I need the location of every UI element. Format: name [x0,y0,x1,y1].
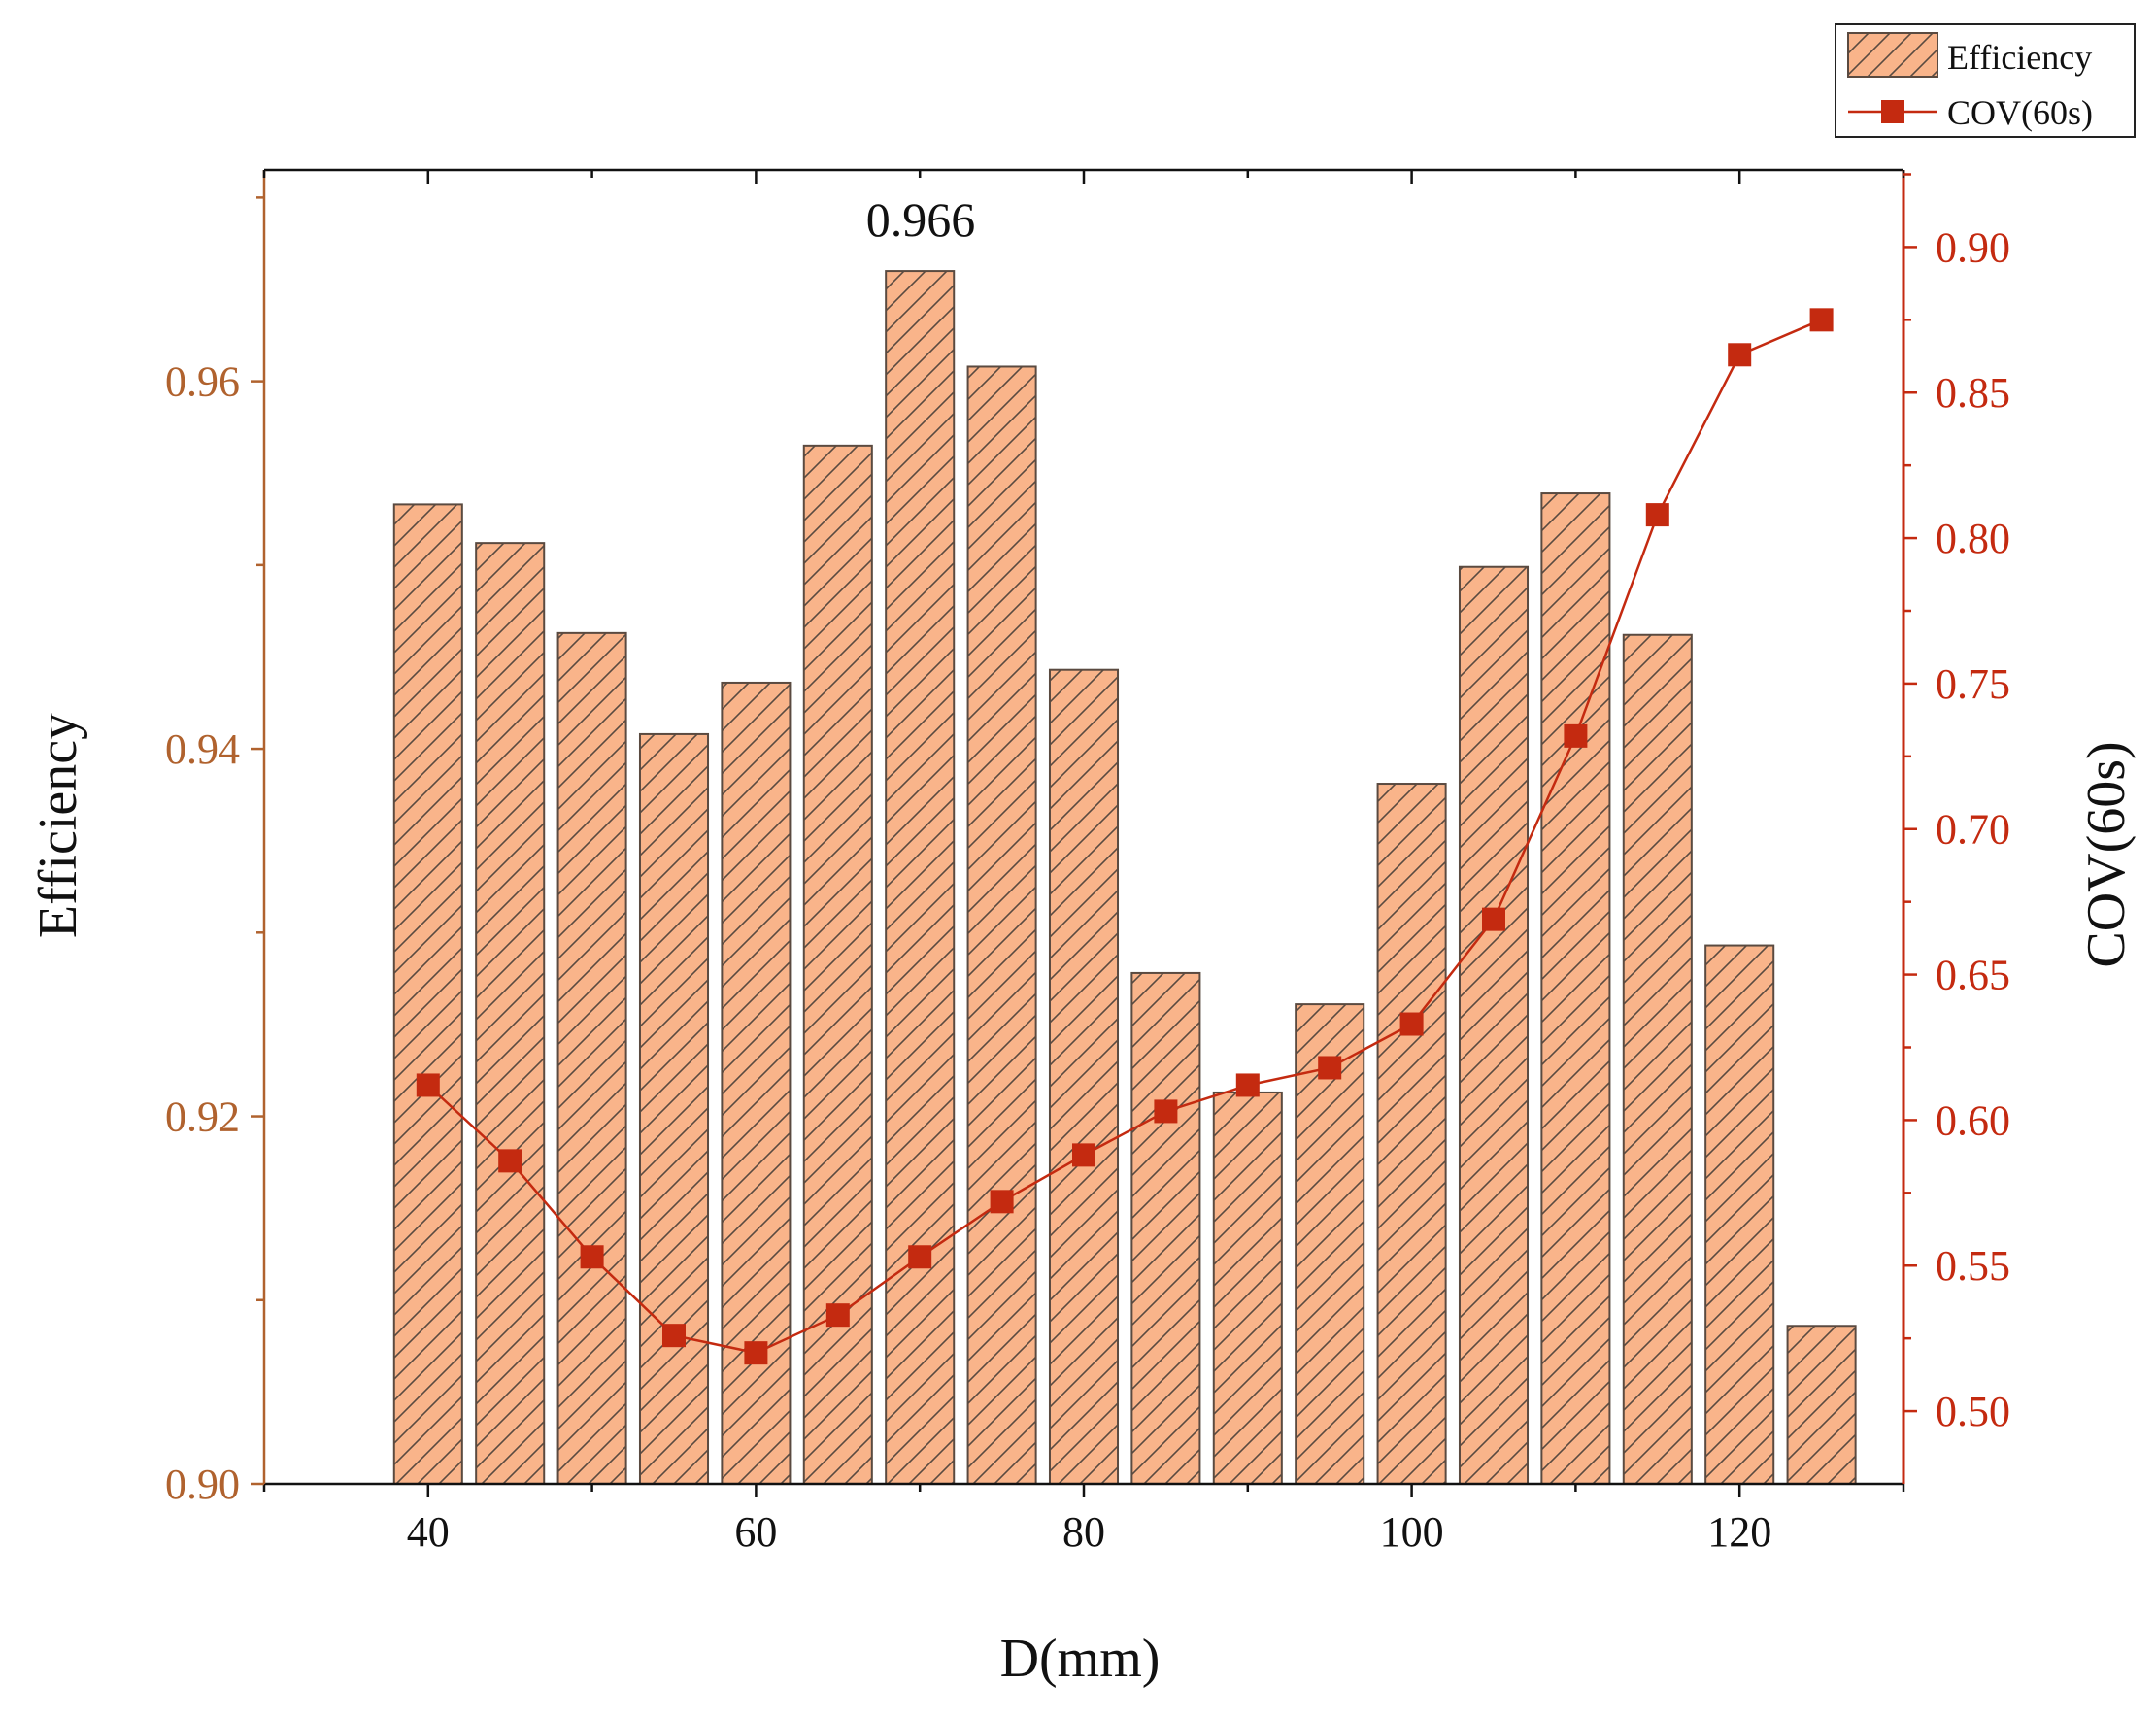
cov-point [498,1149,522,1173]
cov-point [825,1303,850,1328]
cov-point [744,1341,768,1365]
bars-layer [392,270,1857,1486]
y-left-tick-label: 0.94 [165,725,240,773]
x-axis-title: D(mm) [1000,1629,1161,1689]
y-right-tick-label: 0.65 [1936,952,2010,999]
bar-efficiency-hatch [1541,493,1610,1484]
y-right-tick-label: 0.75 [1936,660,2010,708]
cov-point [1318,1056,1342,1080]
bar-efficiency-hatch [803,445,872,1484]
bar-efficiency-hatch [1705,945,1774,1484]
y-right-tick-label: 0.70 [1936,806,2010,854]
x-tick-label: 120 [1707,1508,1771,1556]
cov-point [580,1245,604,1269]
cov-point [1235,1073,1260,1097]
cov-point [1564,723,1588,748]
y-right-tick-label: 0.90 [1936,223,2010,271]
bar-efficiency-hatch [1213,1092,1282,1484]
bar-efficiency-hatch [1459,566,1529,1484]
y-left-tick-label: 0.92 [165,1093,240,1141]
cov-line [426,319,1823,1355]
bar-efficiency-hatch [967,366,1036,1484]
bar-efficiency-hatch [393,504,462,1484]
y-left-tick-label: 0.90 [165,1461,240,1508]
cov-point [1728,343,1752,367]
legend-marker-cov [1881,100,1904,123]
x-tick-label: 60 [734,1508,777,1556]
cov-point [662,1324,686,1348]
y-right-tick-label: 0.55 [1936,1242,2010,1290]
bar-efficiency-hatch [1623,634,1692,1484]
cov-line-layer [416,308,1834,1365]
y-right-tick-label: 0.80 [1936,515,2010,562]
x-tick-label: 100 [1380,1508,1444,1556]
bar-efficiency-hatch [1787,1326,1856,1484]
legend-label-efficiency: Efficiency [1947,38,2092,77]
y-right-tick-label: 0.50 [1936,1388,2010,1435]
legend-swatch-efficiency-hatch [1848,33,1937,77]
y-left-tick-label: 0.96 [165,358,240,406]
cov-point [1482,907,1505,931]
cov-point [1809,308,1834,332]
annotation-max-label: 0.966 [866,192,976,247]
cov-point [1399,1012,1424,1036]
cov-point [1072,1143,1095,1167]
legend-label-cov: COV(60s) [1947,93,2093,132]
bar-efficiency-hatch [639,733,709,1484]
cov-point [1154,1099,1178,1124]
bar-efficiency-hatch [886,271,955,1485]
bar-efficiency-hatch [557,632,626,1484]
bar-efficiency-hatch [1296,1004,1364,1484]
cov-point [1645,503,1669,527]
y-right-tick-label: 0.85 [1936,369,2010,417]
bar-efficiency-hatch [1049,669,1119,1484]
y-axis-right-title: COV(60s) [2076,741,2137,967]
cov-point [908,1245,932,1269]
legend: Efficiency COV(60s) [1835,23,2136,138]
bar-efficiency-hatch [1377,784,1446,1484]
x-tick-label: 40 [407,1508,450,1556]
cov-point [416,1073,440,1097]
bar-efficiency-hatch [476,543,545,1484]
cov-point [990,1190,1014,1214]
axes-layer: 40 60 80 100 120 0.90 0.92 0.94 0.96 0.50 0.55 0.60… [165,168,2010,1556]
y-right-tick-label: 0.60 [1936,1096,2010,1144]
x-tick-label: 80 [1062,1508,1105,1556]
y-axis-left-title: Efficiency [28,713,88,938]
bar-efficiency-hatch [1131,972,1200,1484]
